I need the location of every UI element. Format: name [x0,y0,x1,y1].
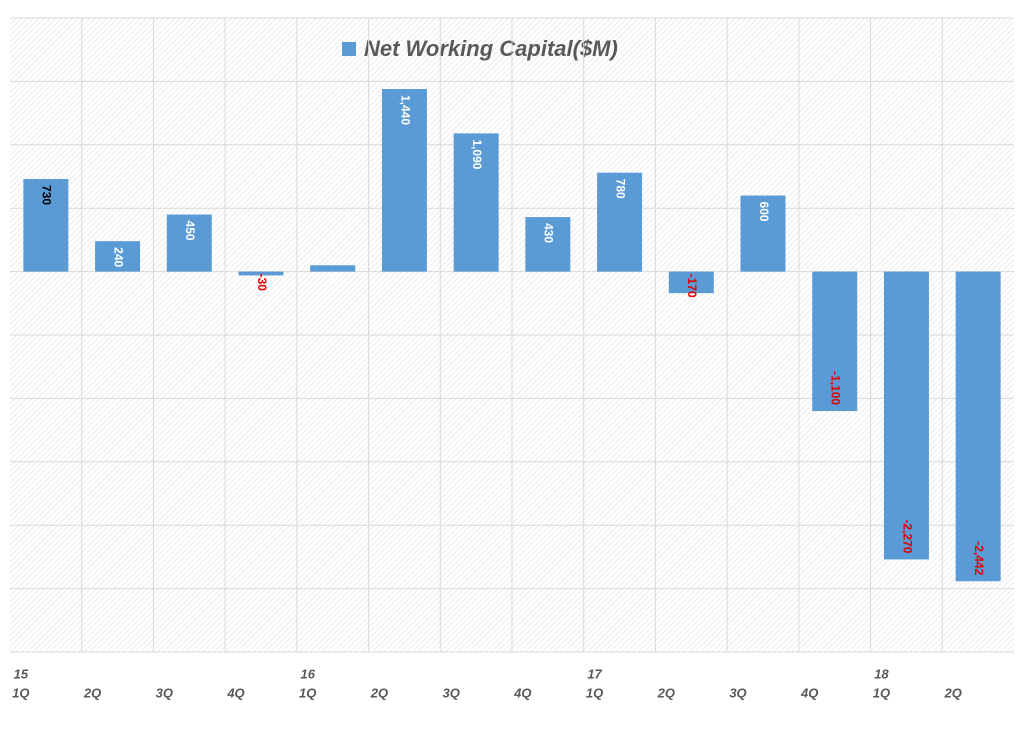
legend-swatch [342,42,356,56]
value-label: 50 [327,271,341,285]
x-tick-label: 4Q [800,685,818,700]
value-label: -2,270 [900,519,914,553]
bar [23,179,69,272]
x-tick-label: 2Q [83,685,101,700]
bar [955,271,1001,582]
bar [166,214,212,272]
x-tick-label: 2Q [657,685,675,700]
x-group-label: 15 [14,666,29,681]
value-label: 1,090 [470,139,484,169]
x-tick-label: 3Q [442,685,459,700]
value-label: 240 [111,247,125,267]
value-label: -30 [255,274,269,292]
value-label: -2,442 [972,541,986,575]
x-group-label: 16 [300,666,315,681]
value-label: 730 [40,185,54,205]
value-label: 1,440 [398,95,412,125]
x-group-label: 17 [587,666,602,681]
x-tick-label: 3Q [729,685,746,700]
bar [381,89,427,272]
x-tick-label: 1Q [873,685,890,700]
value-label: 600 [757,202,771,222]
bar [238,271,284,276]
legend-label: Net Working Capital($M) [364,36,618,61]
value-label: 430 [542,223,556,243]
x-tick-label: 1Q [586,685,603,700]
bar [95,241,141,272]
x-group-label: 18 [874,666,889,681]
x-tick-label: 1Q [12,685,29,700]
x-tick-label: 4Q [226,685,244,700]
value-label: 450 [183,221,197,241]
bar [453,133,499,272]
value-label: 780 [613,179,627,199]
bar [812,271,858,412]
bar [883,271,929,560]
bar [597,172,643,272]
bar [740,195,786,272]
x-tick-label: 2Q [370,685,388,700]
value-label: -170 [685,274,699,298]
x-tick-label: 2Q [943,685,961,700]
bar [668,271,714,294]
x-tick-label: 4Q [513,685,531,700]
x-tick-label: 1Q [299,685,316,700]
value-label: -1,100 [829,371,843,405]
bar [525,217,571,272]
bar [310,265,356,272]
x-tick-label: 3Q [156,685,173,700]
